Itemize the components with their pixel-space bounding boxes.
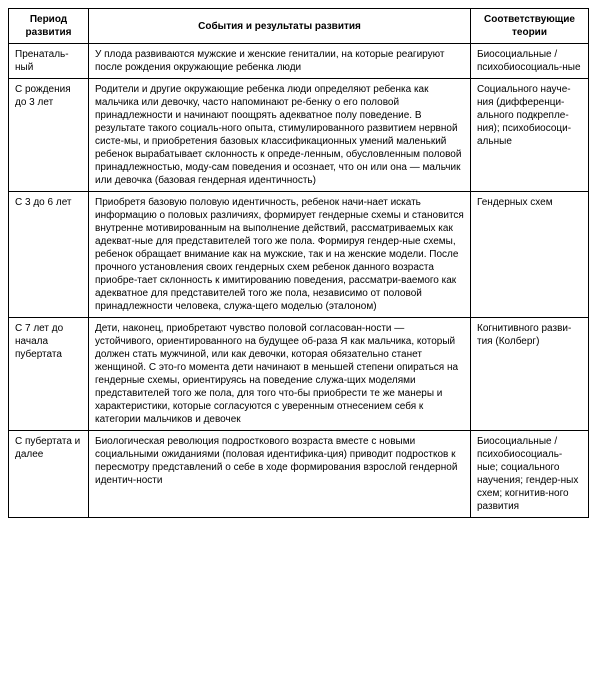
table-row: С рождения до 3 лет Родители и другие ок… [9, 79, 589, 192]
cell-period: С 3 до 6 лет [9, 192, 89, 318]
cell-theories: Гендерных схем [471, 192, 589, 318]
cell-events: Родители и другие окружающие ребенка люд… [89, 79, 471, 192]
cell-theories: Социального науче-ния (дифференци-альног… [471, 79, 589, 192]
header-theories: Соответствующие теории [471, 9, 589, 44]
cell-period: С 7 лет до начала пубертата [9, 318, 89, 431]
cell-events: Биологическая революция подросткового во… [89, 431, 471, 518]
header-events: События и результаты развития [89, 9, 471, 44]
table-row: С пубертата и далее Биологическая револю… [9, 431, 589, 518]
table-row: С 7 лет до начала пубертата Дети, наконе… [9, 318, 589, 431]
header-period: Период развития [9, 9, 89, 44]
cell-theories: Когнитивного разви-тия (Колберг) [471, 318, 589, 431]
header-row: Период развития События и результаты раз… [9, 9, 589, 44]
cell-period: С пубертата и далее [9, 431, 89, 518]
cell-period: С рождения до 3 лет [9, 79, 89, 192]
cell-period: Пренаталь-ный [9, 44, 89, 79]
cell-events: Приобретя базовую половую идентичность, … [89, 192, 471, 318]
cell-theories: Биосоциальные / психобиосоциаль-ные [471, 44, 589, 79]
development-table: Период развития События и результаты раз… [8, 8, 589, 518]
cell-theories: Биосоциальные / психобиосоциаль-ные; соц… [471, 431, 589, 518]
table-row: Пренаталь-ный У плода развиваются мужски… [9, 44, 589, 79]
table-row: С 3 до 6 лет Приобретя базовую половую и… [9, 192, 589, 318]
cell-events: Дети, наконец, приобретают чувство полов… [89, 318, 471, 431]
cell-events: У плода развиваются мужские и женские ге… [89, 44, 471, 79]
